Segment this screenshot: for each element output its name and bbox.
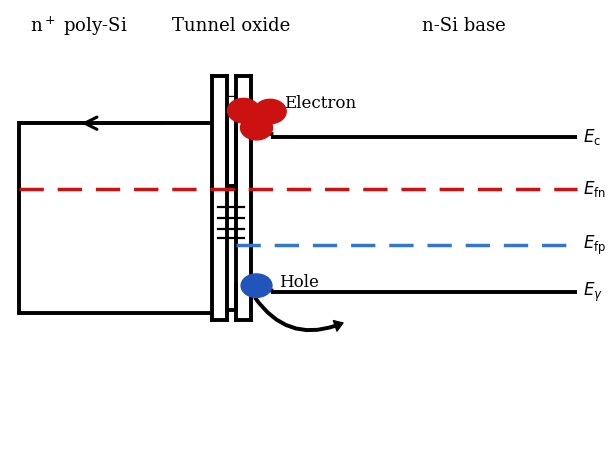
Text: $E_{\mathrm{fp}}$: $E_{\mathrm{fp}}$ (583, 233, 606, 257)
Text: Electron: Electron (284, 95, 356, 112)
Text: Hole: Hole (279, 274, 319, 291)
FancyArrowPatch shape (254, 297, 343, 331)
Circle shape (228, 99, 259, 123)
Text: n$^+$ poly-Si: n$^+$ poly-Si (30, 15, 127, 38)
Circle shape (241, 274, 272, 297)
Circle shape (240, 116, 273, 140)
Text: $E_{\mathrm{fn}}$: $E_{\mathrm{fn}}$ (583, 178, 606, 199)
Text: $E_{\mathrm{c}}$: $E_{\mathrm{c}}$ (583, 127, 601, 147)
Text: −: − (225, 89, 238, 104)
Text: n-Si base: n-Si base (422, 17, 506, 35)
Text: $E_{\gamma}$: $E_{\gamma}$ (583, 281, 603, 304)
Circle shape (254, 99, 286, 123)
Text: Tunnel oxide: Tunnel oxide (172, 17, 290, 35)
